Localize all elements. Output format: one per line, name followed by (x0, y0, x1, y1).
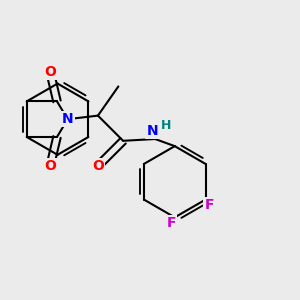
Text: F: F (167, 216, 176, 230)
Text: O: O (44, 65, 56, 79)
Text: F: F (204, 198, 214, 212)
Text: N: N (62, 112, 74, 126)
Text: N: N (147, 124, 158, 138)
Text: O: O (92, 159, 104, 173)
Text: O: O (44, 159, 56, 173)
Text: H: H (161, 119, 171, 132)
